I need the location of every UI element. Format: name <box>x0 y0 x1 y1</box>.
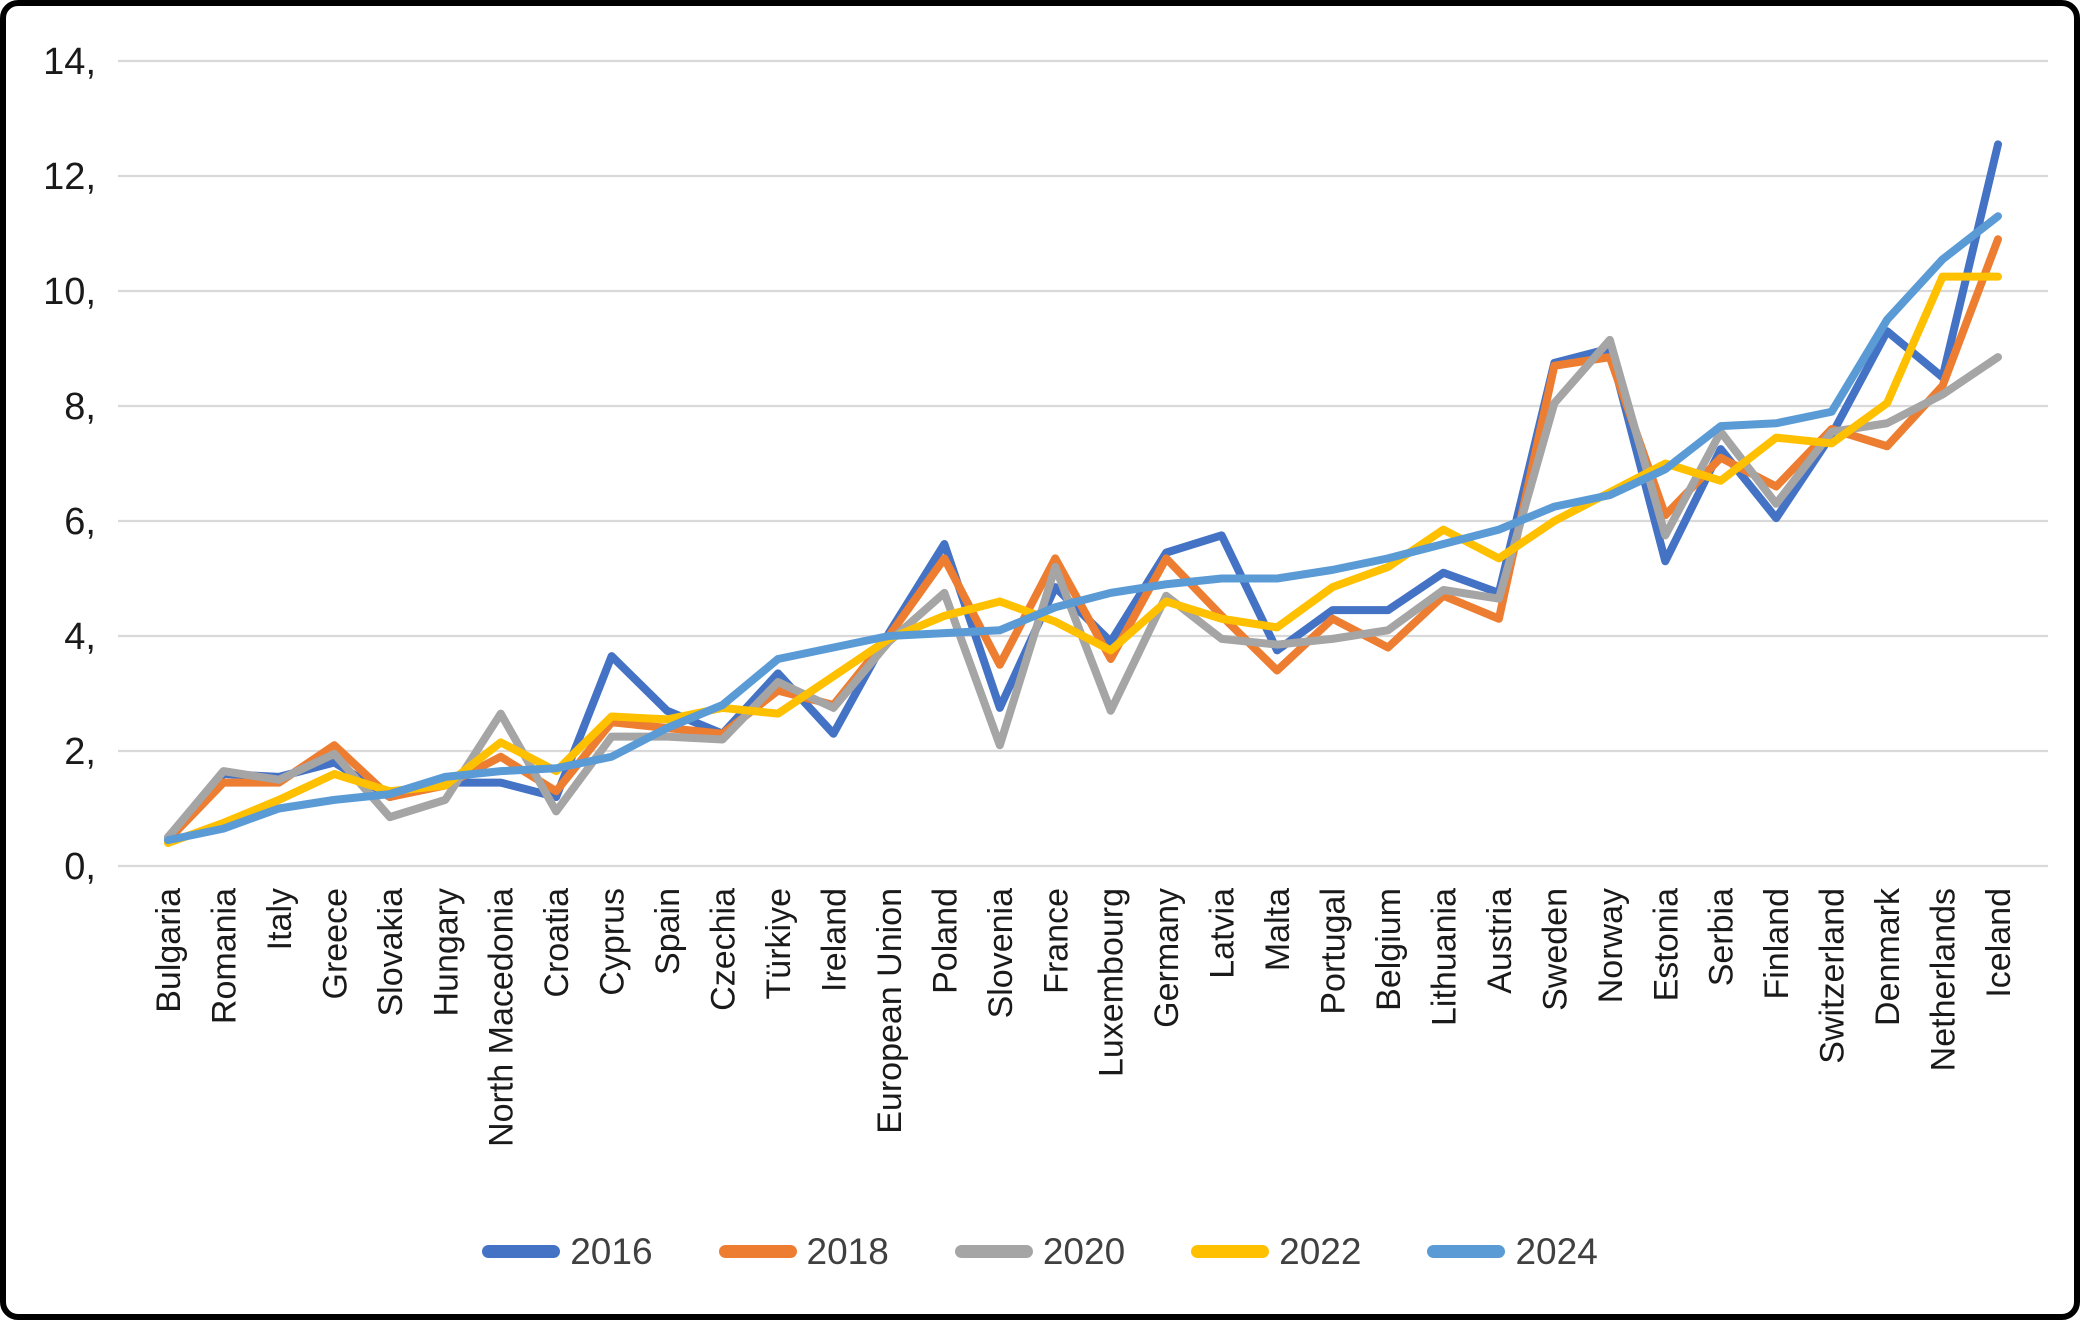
legend-label: 2018 <box>806 1231 889 1272</box>
x-axis-label-t-rkiye: Türkiye <box>760 888 798 999</box>
legend-swatch-2018 <box>718 1245 797 1258</box>
series-line-2020 <box>164 335 2002 842</box>
x-axis-label-hungary: Hungary <box>427 888 465 1017</box>
x-axis-label-austria: Austria <box>1481 888 1519 994</box>
y-axis-tick-label: 8, <box>64 386 96 428</box>
y-axis-tick-label: 6, <box>64 501 96 543</box>
legend-label: 2022 <box>1279 1231 1362 1272</box>
legend-label: 2020 <box>1042 1231 1126 1272</box>
x-axis-label-bulgaria: Bulgaria <box>150 888 188 1013</box>
x-axis-label-cyprus: Cyprus <box>594 888 632 996</box>
legend-swatch-2022 <box>1191 1245 1270 1258</box>
x-axis-label-ireland: Ireland <box>815 888 853 992</box>
legend-swatch-2016 <box>482 1245 561 1258</box>
x-axis-label-sweden: Sweden <box>1536 888 1574 1011</box>
x-axis-label-poland: Poland <box>926 888 964 994</box>
y-axis-tick-label: 10, <box>43 271 96 313</box>
legend-item-2016: 2016 <box>482 1231 653 1272</box>
x-axis-label-romania: Romania <box>205 888 243 1024</box>
y-axis-tick-label: 0, <box>64 846 96 888</box>
legend-swatch-2020 <box>954 1245 1033 1258</box>
x-axis-label-serbia: Serbia <box>1703 888 1741 986</box>
x-axis-label-netherlands: Netherlands <box>1925 888 1963 1071</box>
x-axis-label-latvia: Latvia <box>1204 888 1242 979</box>
x-axis-label-france: France <box>1037 888 1075 994</box>
x-axis-label-finland: Finland <box>1758 888 1796 1000</box>
legend-swatch-2024 <box>1427 1245 1506 1258</box>
y-axis-tick-label: 2, <box>64 731 96 773</box>
y-axis-tick-label: 14, <box>43 41 96 83</box>
legend-item-2020: 2020 <box>954 1231 1126 1272</box>
x-axis-label-north-macedonia: North Macedonia <box>483 888 521 1147</box>
chart-plot-area: 0, 2, 4, 6, 8, 10, 12, 14, Bulgaria Romania Italy G… <box>43 41 2048 1147</box>
legend-label: 2024 <box>1515 1231 1598 1272</box>
x-axis-label-european-union: European Union <box>871 888 909 1134</box>
x-axis-label-slovenia: Slovenia <box>982 888 1020 1019</box>
x-axis-label-estonia: Estonia <box>1647 888 1685 1001</box>
x-axis-label-spain: Spain <box>649 888 687 975</box>
x-axis-label-czechia: Czechia <box>705 888 743 1011</box>
x-axis-label-croatia: Croatia <box>538 888 576 998</box>
x-axis-label-luxembourg: Luxembourg <box>1093 888 1131 1077</box>
series-line-2022 <box>164 272 2002 847</box>
x-axis-label-norway: Norway <box>1592 888 1630 1003</box>
x-axis-label-germany: Germany <box>1148 888 1186 1028</box>
x-axis-label-malta: Malta <box>1259 888 1297 971</box>
legend-label: 2016 <box>570 1231 653 1272</box>
x-axis-label-italy: Italy <box>261 888 299 950</box>
x-axis-label-portugal: Portugal <box>1315 888 1353 1015</box>
x-axis-label-denmark: Denmark <box>1869 887 1907 1026</box>
x-axis-label-switzerland: Switzerland <box>1814 888 1852 1064</box>
x-axis-label-lithuania: Lithuania <box>1425 888 1463 1026</box>
series-line-2016 <box>164 140 2002 842</box>
y-axis-tick-label: 12, <box>43 156 96 198</box>
x-axis-label-belgium: Belgium <box>1370 888 1408 1011</box>
x-axis-label-iceland: Iceland <box>1980 888 2018 998</box>
x-axis-label-greece: Greece <box>316 888 354 1000</box>
y-axis-tick-label: 4, <box>64 616 96 658</box>
legend-item-2022: 2022 <box>1191 1233 1361 1270</box>
legend-item-2018: 2018 <box>718 1231 889 1272</box>
legend-item-2024: 2024 <box>1427 1231 1598 1272</box>
x-axis-label-slovakia: Slovakia <box>372 888 410 1017</box>
series-line-2024 <box>164 212 2002 845</box>
chart-legend: 2016 2018 2020 2022 2024 <box>6 1233 2074 1270</box>
